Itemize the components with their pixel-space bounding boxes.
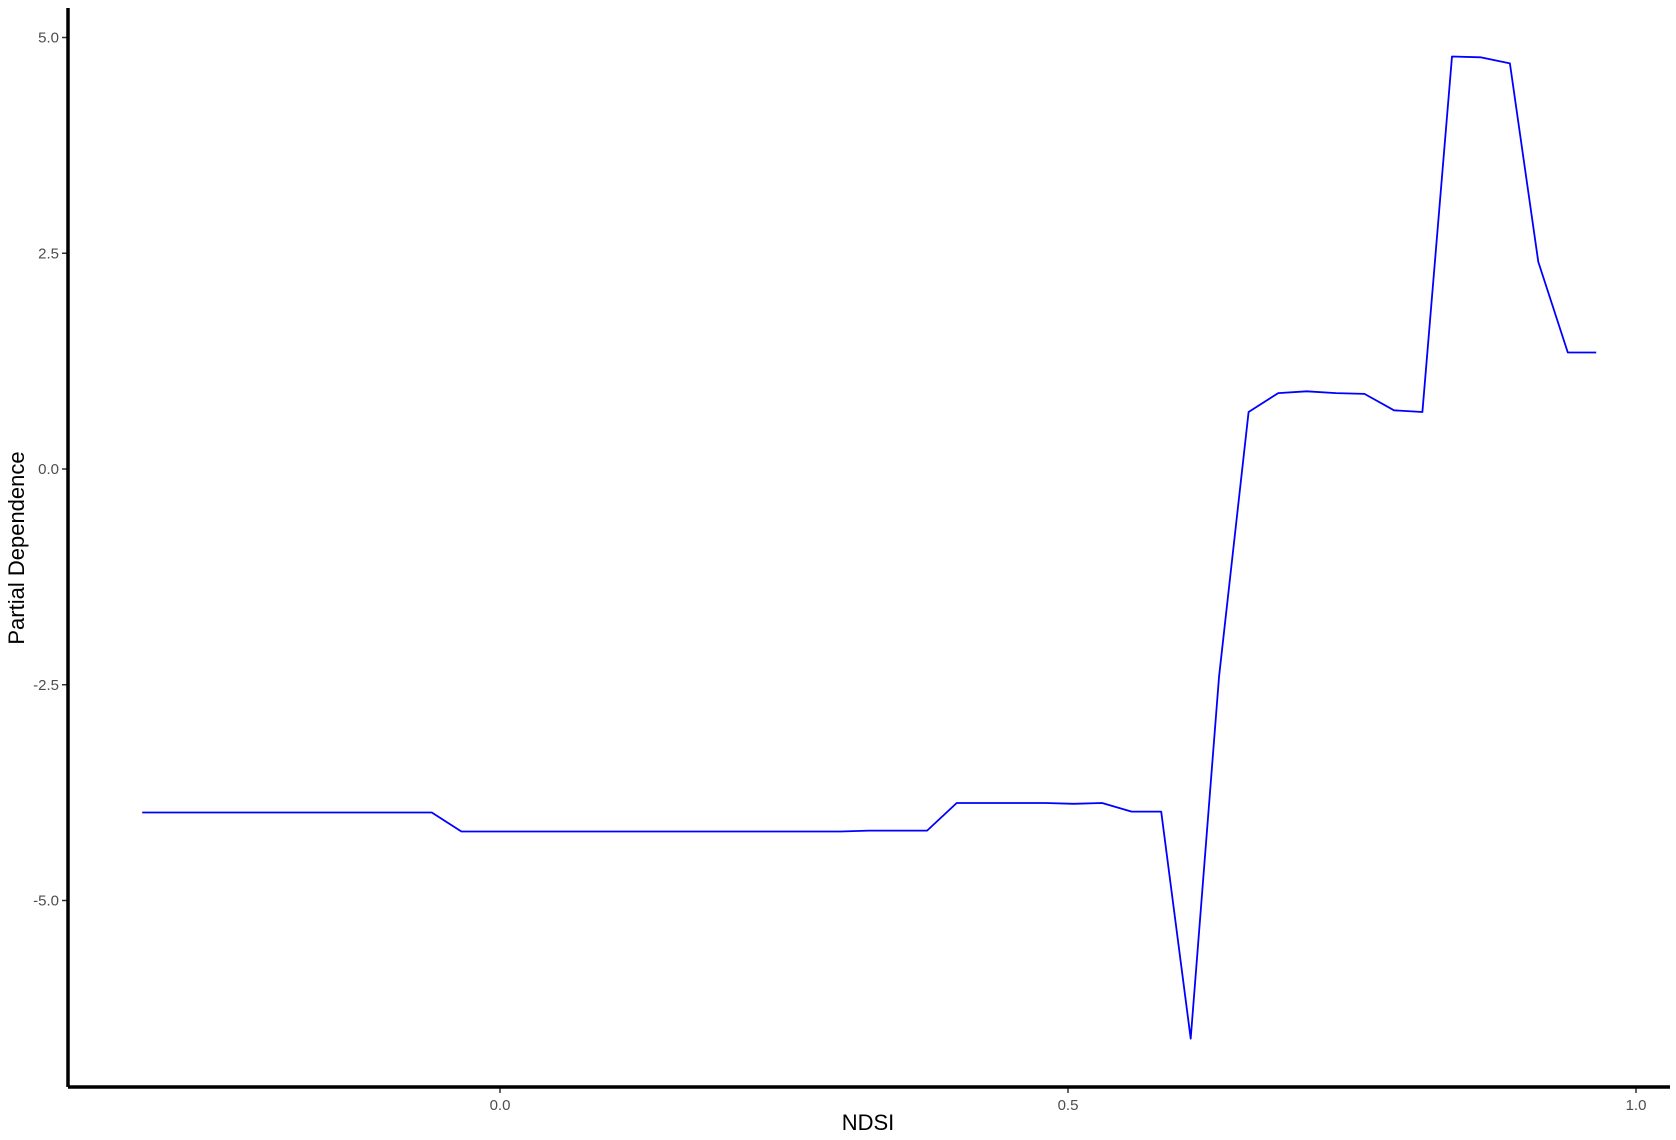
y-axis-ticks: 5.0 2.5 0.0 -2.5 -5.0 — [33, 30, 68, 910]
y-tick-label: 0.0 — [38, 461, 59, 478]
y-tick-label: -2.5 — [33, 677, 59, 694]
y-tick-label: -5.0 — [33, 893, 59, 910]
y-tick-label: 2.5 — [38, 245, 59, 262]
x-tick-label: 0.5 — [1058, 1097, 1079, 1114]
y-axis-title: Partial Dependence — [4, 451, 29, 644]
x-tick-label: 1.0 — [1626, 1097, 1647, 1114]
x-tick-label: 0.0 — [490, 1097, 511, 1114]
partial-dependence-line — [142, 55, 1597, 1040]
y-tick-label: 5.0 — [38, 30, 59, 47]
x-axis-title: NDSI — [842, 1110, 895, 1135]
